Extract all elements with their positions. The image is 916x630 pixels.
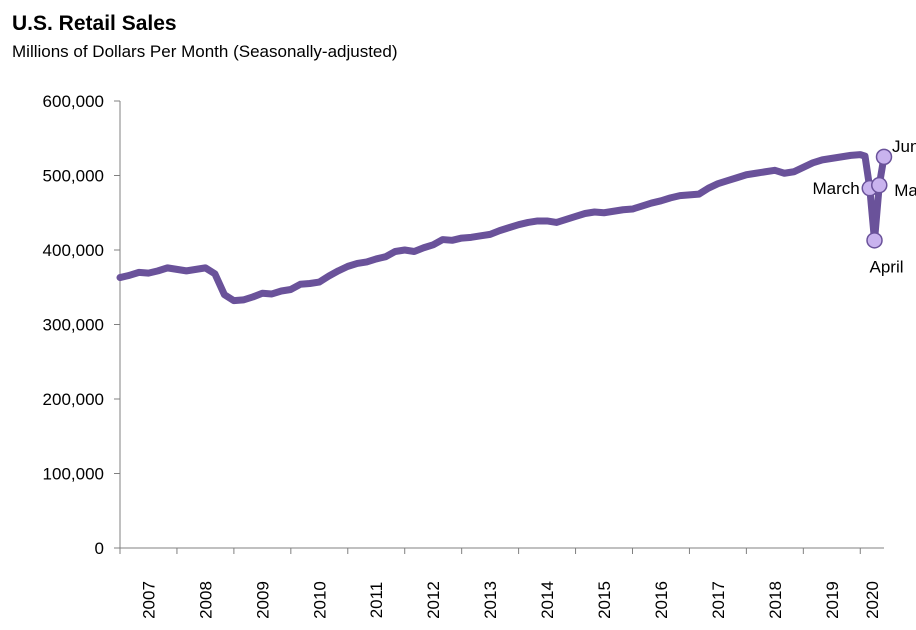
- x-tick-label: 2012: [424, 581, 443, 619]
- y-tick-label: 200,000: [43, 390, 104, 409]
- annotation-label-june: June: [892, 137, 916, 156]
- y-tick-label: 300,000: [43, 316, 104, 335]
- x-tick-label: 2013: [481, 581, 500, 619]
- x-tick-label: 2011: [367, 582, 386, 619]
- y-tick-label: 600,000: [43, 92, 104, 111]
- y-tick-label: 400,000: [43, 241, 104, 260]
- x-tick-label: 2008: [196, 581, 215, 619]
- x-tick-label: 2007: [139, 581, 158, 619]
- data-marker-may: [871, 176, 888, 194]
- data-marker-april: [866, 232, 883, 249]
- x-tick-label: 2016: [652, 581, 671, 619]
- y-tick-label: 100,000: [43, 465, 104, 484]
- y-tick-label: 500,000: [43, 167, 104, 186]
- x-tick-label: 2015: [595, 581, 614, 619]
- chart-subtitle: Millions of Dollars Per Month (Seasonall…: [12, 42, 398, 61]
- x-tick-label: 2018: [766, 581, 785, 619]
- y-tick-label: 0: [95, 539, 104, 558]
- x-tick-label: 2020: [863, 581, 882, 619]
- data-marker-june: [875, 148, 893, 166]
- x-tick-label: 2010: [310, 581, 329, 619]
- x-tick-label: 2009: [253, 581, 272, 619]
- annotation-label-may: May: [894, 181, 916, 200]
- retail-sales-line: [116, 151, 888, 305]
- annotation-label-april: April: [870, 257, 904, 276]
- chart-title: U.S. Retail Sales: [12, 12, 177, 35]
- x-tick-label: 2019: [823, 581, 842, 619]
- x-tick-label: 2017: [709, 581, 728, 619]
- x-tick-label: 2014: [538, 581, 557, 619]
- annotation-label-march: March: [813, 179, 860, 198]
